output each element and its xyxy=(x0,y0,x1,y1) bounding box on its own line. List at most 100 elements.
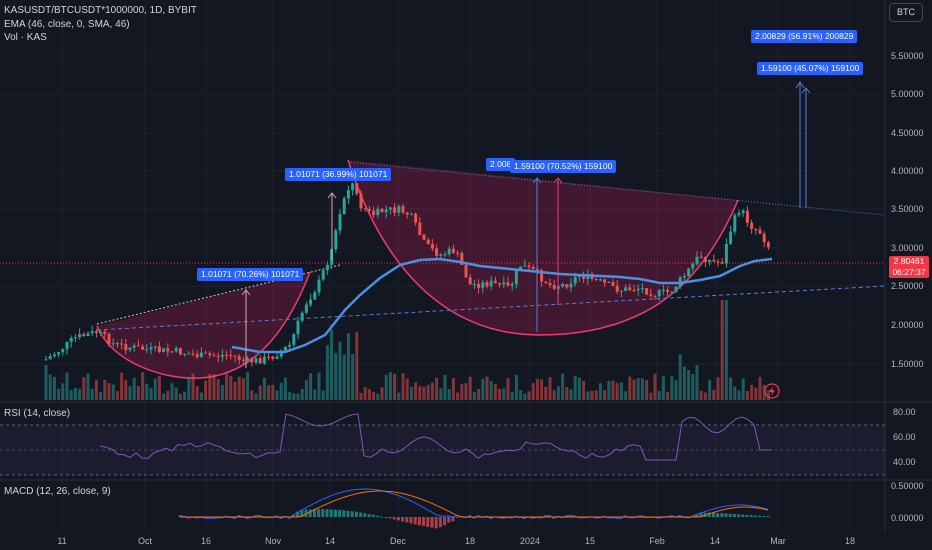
macd-hist-bar xyxy=(317,509,321,517)
volume-bar xyxy=(569,389,573,400)
macd-hist-bar xyxy=(569,515,573,517)
volume-bar xyxy=(561,373,565,400)
volume-bar xyxy=(330,329,334,400)
lightning-icon[interactable] xyxy=(764,383,780,399)
volume-bar xyxy=(317,372,321,400)
macd-legend[interactable]: MACD (12, 26, close, 9) xyxy=(4,486,111,497)
volume-bar xyxy=(334,352,338,400)
macd-hist-bar xyxy=(737,514,741,517)
volume-bar xyxy=(611,380,615,400)
volume-bar xyxy=(498,388,502,400)
volume-bar xyxy=(292,393,296,400)
current-price-value: 2.80461 xyxy=(893,256,925,266)
volume-bar xyxy=(233,381,237,400)
candle-body xyxy=(619,290,623,292)
volume-bar xyxy=(661,376,665,400)
candle-body xyxy=(229,355,233,357)
candle-body xyxy=(149,347,153,350)
candle-body xyxy=(170,351,174,353)
time-axis-label: 15 xyxy=(585,536,595,546)
volume-bar xyxy=(523,393,527,400)
macd-hist-bar xyxy=(338,509,342,517)
measure-label-6[interactable]: 1.59100 (45.07%) 159100 xyxy=(757,62,864,75)
volume-bar xyxy=(435,377,439,400)
candle-body xyxy=(376,208,380,216)
volume-bar xyxy=(510,391,514,400)
volume-bar xyxy=(304,380,308,400)
volume-bar xyxy=(552,390,556,400)
volume-bar xyxy=(405,378,409,400)
time-axis-label: Oct xyxy=(138,536,153,546)
candle-body xyxy=(624,287,628,291)
macd-hist-bar xyxy=(724,513,728,517)
candle-body xyxy=(241,359,245,361)
volume-bar xyxy=(178,393,182,400)
macd-hist-bar xyxy=(447,517,451,523)
candle-body xyxy=(485,282,489,287)
volume-bar xyxy=(607,381,611,400)
volume-bar xyxy=(729,377,733,400)
volume-bar xyxy=(464,383,468,400)
rsi-legend[interactable]: RSI (14, close) xyxy=(4,408,71,419)
candle-body xyxy=(246,358,250,361)
candle-body xyxy=(145,349,149,351)
candle-body xyxy=(288,344,292,347)
volume-bar xyxy=(216,379,220,400)
candle-body xyxy=(611,282,615,286)
candle-body xyxy=(204,352,208,354)
measure-label-5[interactable]: 2.00829 (56.91%) 200829 xyxy=(751,30,858,43)
macd-hist-bar xyxy=(720,513,724,517)
candle-body xyxy=(132,345,136,348)
volume-bar xyxy=(372,391,376,400)
candle-body xyxy=(653,296,657,298)
volume-bar xyxy=(346,333,350,400)
candle-body xyxy=(208,353,212,356)
candle-body xyxy=(405,212,409,215)
ema-legend[interactable]: EMA (46, close, 0, SMA, 46) xyxy=(4,19,130,30)
volume-bar xyxy=(103,379,107,400)
measure-label-3[interactable]: 2.008 xyxy=(486,158,516,171)
candle-body xyxy=(338,214,342,231)
candle-body xyxy=(367,209,371,211)
candle-body xyxy=(594,278,598,280)
candle-body xyxy=(61,349,65,353)
candle-body xyxy=(481,282,485,288)
macd-hist-bar xyxy=(413,517,417,525)
macd-hist-bar xyxy=(300,509,304,517)
volume-bar xyxy=(279,382,283,400)
volume-bar xyxy=(153,378,157,400)
currency-button[interactable]: BTC xyxy=(889,3,923,22)
volume-bar xyxy=(674,380,678,400)
measure-label-4[interactable]: 1.59100 (70.52%) 159100 xyxy=(510,160,617,173)
price-axis-label: 4.50000 xyxy=(891,128,924,138)
candle-body xyxy=(472,283,476,285)
volume-legend[interactable]: Vol · KAS xyxy=(4,32,47,43)
price-axis-label: 4.00000 xyxy=(891,166,924,176)
candle-body xyxy=(443,254,447,256)
macd-hist-bar xyxy=(291,514,295,517)
volume-bar xyxy=(477,388,481,400)
volume-bar xyxy=(145,383,149,400)
candle-body xyxy=(451,248,455,253)
candle-body xyxy=(254,358,258,363)
candle-body xyxy=(73,337,77,339)
volume-bar xyxy=(78,388,82,400)
price-axis-label: 3.00000 xyxy=(891,243,924,253)
candle-body xyxy=(321,270,325,280)
candle-body xyxy=(741,210,745,214)
volume-bar xyxy=(107,383,111,400)
measure-label-2[interactable]: 1.01071 (36.99%) 101071 xyxy=(285,168,392,181)
measure-label-1[interactable]: 1.01071 (70.26%) 101071 xyxy=(197,268,304,281)
volume-bar xyxy=(69,389,73,400)
volume-bar xyxy=(741,378,745,400)
volume-bar xyxy=(174,387,178,400)
volume-bar xyxy=(645,379,649,400)
volume-bar xyxy=(582,380,586,400)
macd-hist-bar xyxy=(430,517,434,528)
candle-body xyxy=(766,242,770,248)
candle-body xyxy=(699,256,703,258)
volume-bar xyxy=(237,376,241,400)
candle-body xyxy=(52,354,56,357)
volume-bar xyxy=(262,377,266,400)
